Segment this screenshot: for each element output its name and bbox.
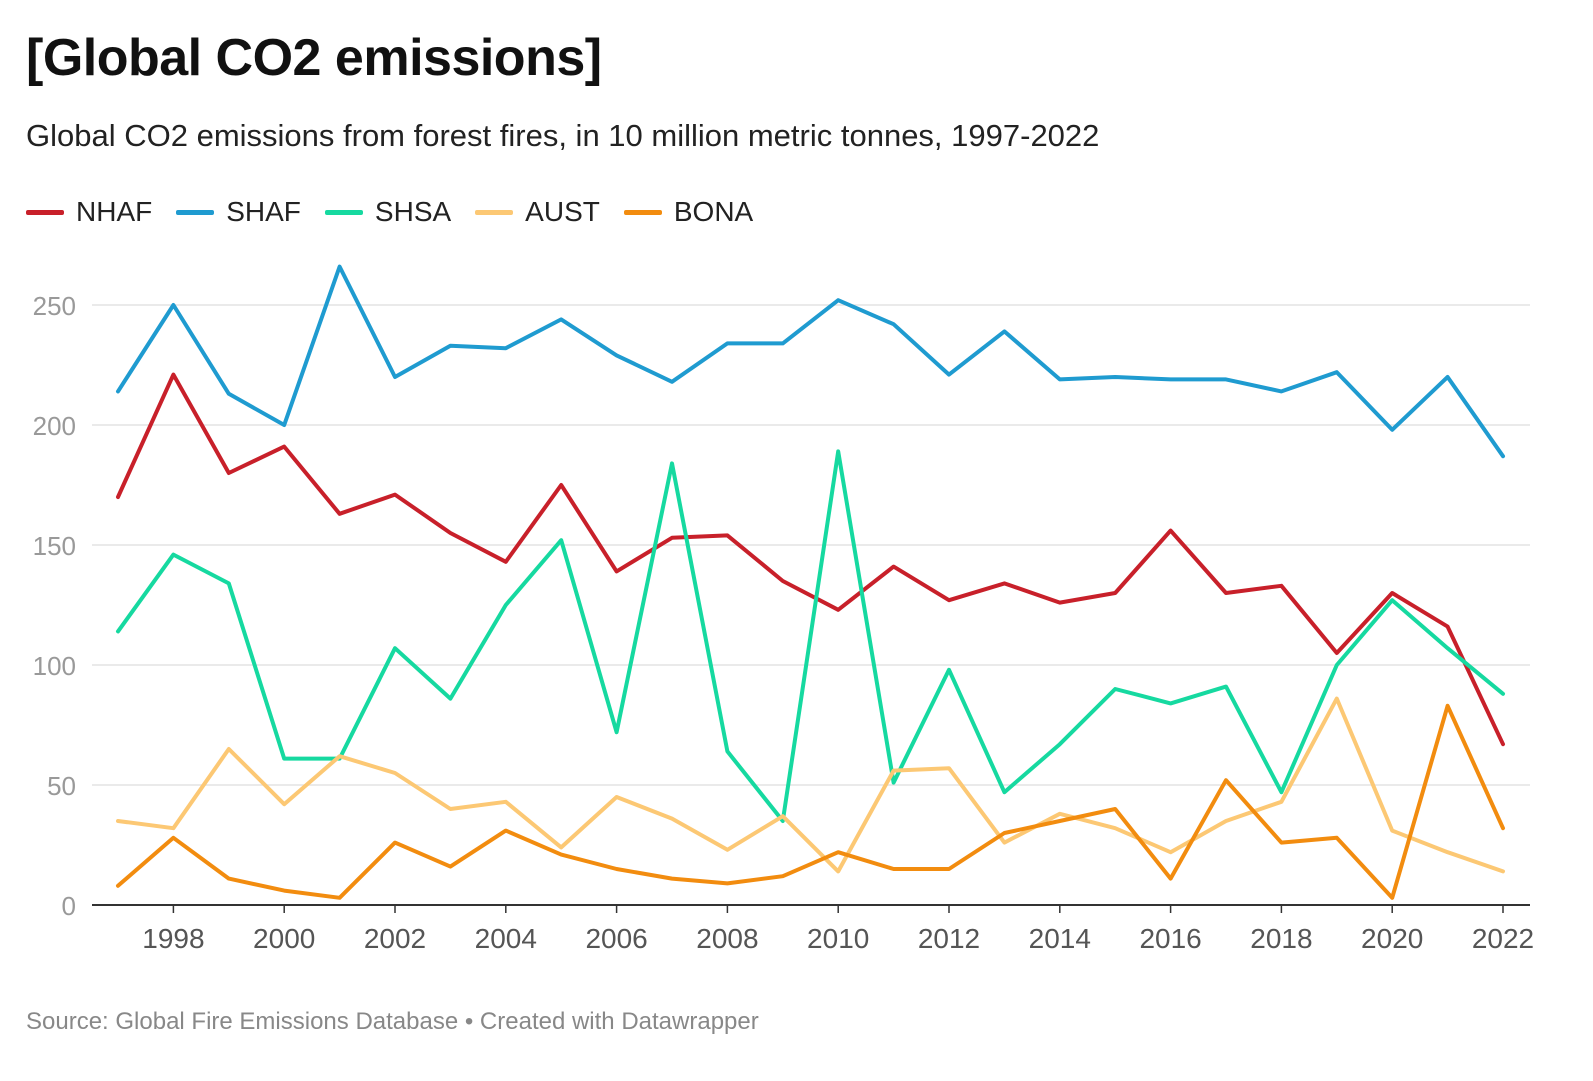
y-tick-label: 50 (47, 771, 76, 801)
gridlines (92, 304, 1530, 906)
legend-item-nhaf: NHAF (26, 196, 152, 228)
legend-swatch (623, 209, 662, 215)
y-tick-label: 200 (33, 411, 76, 441)
x-axis-ticks: 1998 2000 2002 2004 2006 2008 2010 2012 2014 2016… (142, 905, 1534, 954)
y-tick-label: 150 (33, 531, 76, 561)
legend-label: SHSA (374, 196, 452, 227)
x-tick-label: 2022 (1472, 923, 1534, 954)
x-tick-label: 2002 (364, 923, 426, 954)
x-tick-label: 2020 (1361, 923, 1423, 954)
legend-swatch (176, 209, 215, 215)
x-tick-label: 2010 (807, 923, 869, 954)
y-tick-label: 0 (62, 891, 76, 921)
legend-item-aust: AUST (475, 196, 600, 228)
series-lines (116, 264, 1505, 900)
legend-swatch (26, 209, 64, 215)
legend: NHAF SHAF SHSA AUST BONA (26, 196, 777, 228)
legend-item-bona: BONA (623, 196, 754, 228)
legend-swatch (475, 209, 514, 215)
chart-title: [Global CO2 emissions] (26, 29, 602, 87)
legend-item-shsa: SHSA (324, 196, 452, 228)
series-line-shsa (116, 449, 1505, 823)
legend-swatch (324, 209, 363, 215)
series-line-nhaf (116, 372, 1505, 747)
legend-item-shaf: SHAF (176, 196, 301, 228)
source-footer: Source: Global Fire Emissions Database •… (26, 1008, 759, 1035)
chart-subtitle: Global CO2 emissions from forest fires, … (26, 118, 1100, 153)
legend-label: BONA (673, 196, 754, 227)
x-tick-label: 2014 (1029, 923, 1091, 954)
series-line-bona (116, 703, 1505, 900)
x-tick-label: 2006 (585, 923, 647, 954)
legend-label: AUST (525, 196, 600, 227)
series-line-aust (116, 696, 1505, 874)
series-line-shaf (116, 264, 1505, 459)
y-tick-label: 250 (33, 291, 76, 321)
x-tick-label: 2004 (475, 923, 537, 954)
x-tick-label: 2000 (253, 923, 315, 954)
legend-label: NHAF (76, 196, 153, 227)
x-tick-label: 2012 (918, 923, 980, 954)
x-tick-label: 1998 (142, 923, 204, 954)
legend-label: SHAF (226, 196, 301, 227)
y-axis-ticks: 0 50 100 150 200 250 (33, 291, 76, 921)
x-tick-label: 2016 (1139, 923, 1201, 954)
y-tick-label: 100 (33, 651, 76, 681)
x-tick-label: 2018 (1250, 923, 1312, 954)
x-tick-label: 2008 (696, 923, 758, 954)
